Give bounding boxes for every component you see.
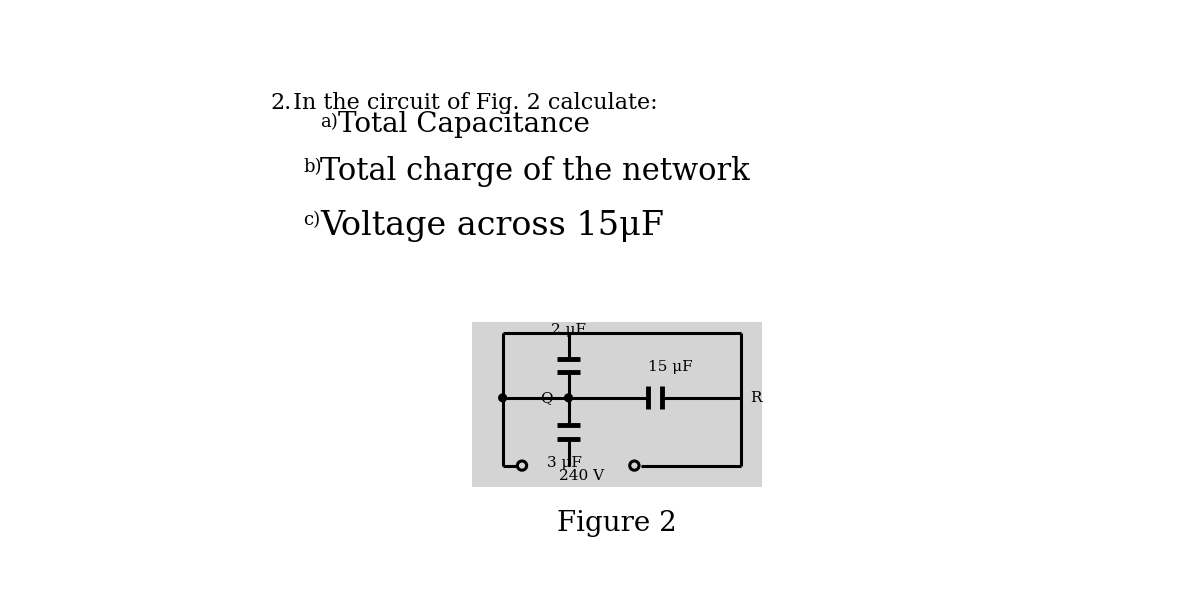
Text: R: R: [750, 391, 761, 405]
Text: 3 μF: 3 μF: [547, 456, 582, 469]
Text: a): a): [320, 113, 338, 131]
Text: Q: Q: [540, 391, 553, 405]
Text: Figure 2: Figure 2: [557, 510, 677, 537]
Bar: [472, 322, 762, 487]
Text: b): b): [304, 157, 322, 175]
Text: 2.: 2.: [270, 92, 292, 114]
Text: In the circuit of Fig. 2 calculate:: In the circuit of Fig. 2 calculate:: [286, 92, 658, 114]
Circle shape: [499, 394, 506, 401]
Text: Total charge of the network: Total charge of the network: [320, 156, 750, 187]
Text: Voltage across 15μF: Voltage across 15μF: [320, 210, 665, 242]
Text: c): c): [304, 212, 320, 230]
Text: Total Capacitance: Total Capacitance: [338, 111, 590, 138]
Text: 15 μF: 15 μF: [648, 360, 692, 374]
Text: 240 V: 240 V: [559, 469, 605, 483]
Circle shape: [565, 394, 572, 401]
Text: 2 μF: 2 μF: [551, 323, 586, 337]
